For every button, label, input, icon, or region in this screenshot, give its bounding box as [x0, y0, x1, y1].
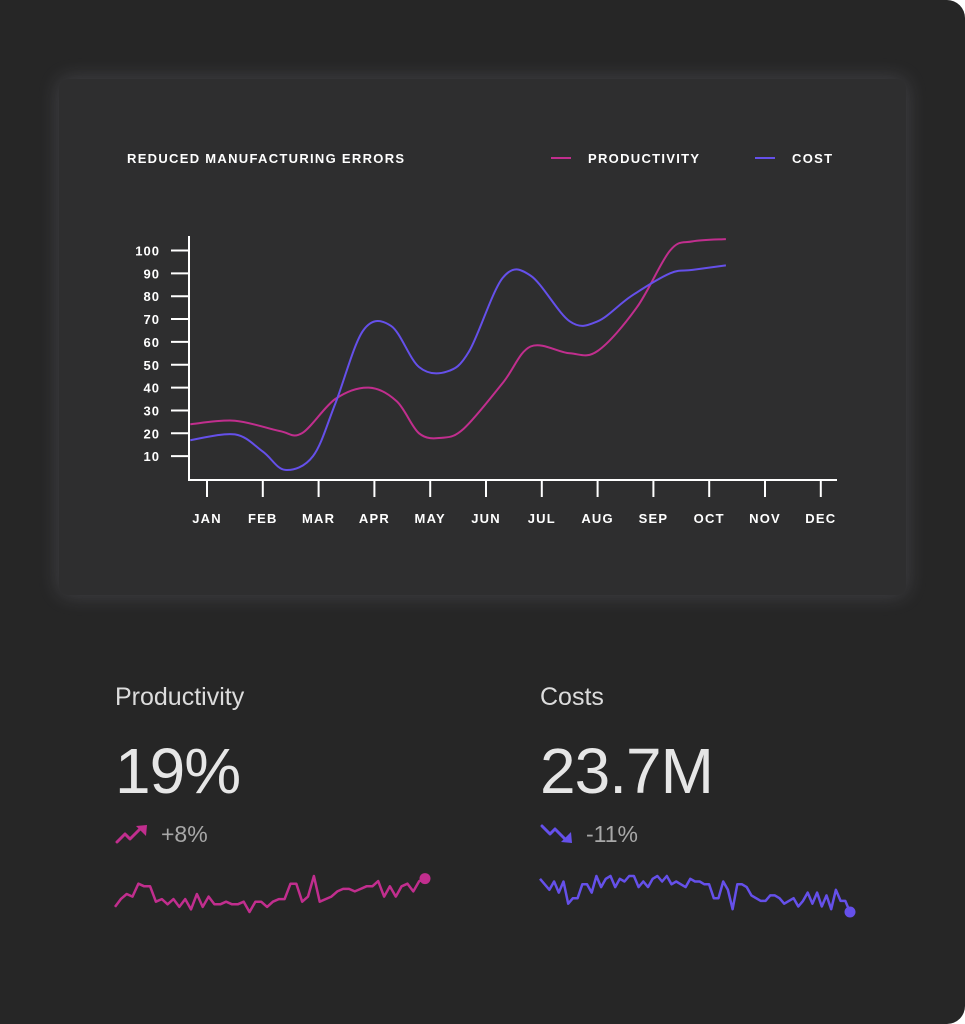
series-line-productivity	[190, 238, 726, 440]
trending-up-icon	[115, 825, 147, 844]
y-tick-label: 30	[144, 403, 160, 418]
sparkline-path	[113, 874, 426, 914]
chart-title: REDUCED MANUFACTURING ERRORS	[127, 151, 405, 166]
trending-down-icon	[540, 824, 572, 843]
costs-stat: Costs 23.7M -11%	[540, 680, 714, 848]
productivity-value: 19%	[115, 735, 241, 807]
y-tick-label: 10	[144, 449, 160, 464]
productivity-sparkline	[113, 873, 431, 914]
x-tick-label: OCT	[694, 511, 725, 526]
productivity-label: Productivity	[115, 683, 245, 711]
costs-label: Costs	[540, 683, 604, 711]
x-tick-label: SEP	[639, 511, 669, 526]
x-tick-label: APR	[359, 511, 390, 526]
sparkline-path	[539, 874, 852, 913]
x-tick-label: DEC	[805, 511, 836, 526]
costs-sparkline	[539, 874, 856, 918]
costs-change: -11%	[540, 820, 713, 848]
x-tick-label: FEB	[248, 511, 278, 526]
costs-value: 23.7M	[540, 735, 714, 807]
legend-label-cost: COST	[792, 151, 833, 166]
x-tick-label: AUG	[581, 511, 614, 526]
line-chart: REDUCED MANUFACTURING ERRORS PRODUCTIVITY…	[127, 151, 837, 526]
productivity-change: +8%	[115, 820, 244, 848]
chart-card: REDUCED MANUFACTURING ERRORS PRODUCTIVITY…	[59, 79, 906, 595]
x-tick-label: JAN	[192, 511, 222, 526]
y-tick-label: 40	[144, 381, 160, 396]
x-tick-label: NOV	[749, 511, 781, 526]
y-tick-label: 70	[144, 312, 160, 327]
x-tick-label: JUN	[471, 511, 501, 526]
x-tick-label: JUL	[528, 511, 556, 526]
productivity-stat: Productivity 19% +8%	[115, 680, 244, 848]
y-tick-label: 90	[144, 266, 160, 281]
y-tick-label: 20	[144, 426, 160, 441]
legend-label-productivity: PRODUCTIVITY	[588, 151, 700, 166]
productivity-change-text: +8%	[161, 820, 208, 847]
costs-change-text: -11%	[586, 820, 638, 847]
y-tick-label: 60	[144, 335, 160, 350]
sparkline-end-dot	[419, 873, 431, 885]
x-tick-label: MAR	[302, 511, 335, 526]
series-line-cost	[190, 264, 727, 471]
sparkline-end-dot	[844, 906, 856, 918]
y-tick-label: 80	[144, 289, 160, 304]
y-tick-label: 100	[135, 244, 160, 259]
y-tick-label: 50	[144, 358, 160, 373]
x-tick-label: MAY	[415, 511, 446, 526]
